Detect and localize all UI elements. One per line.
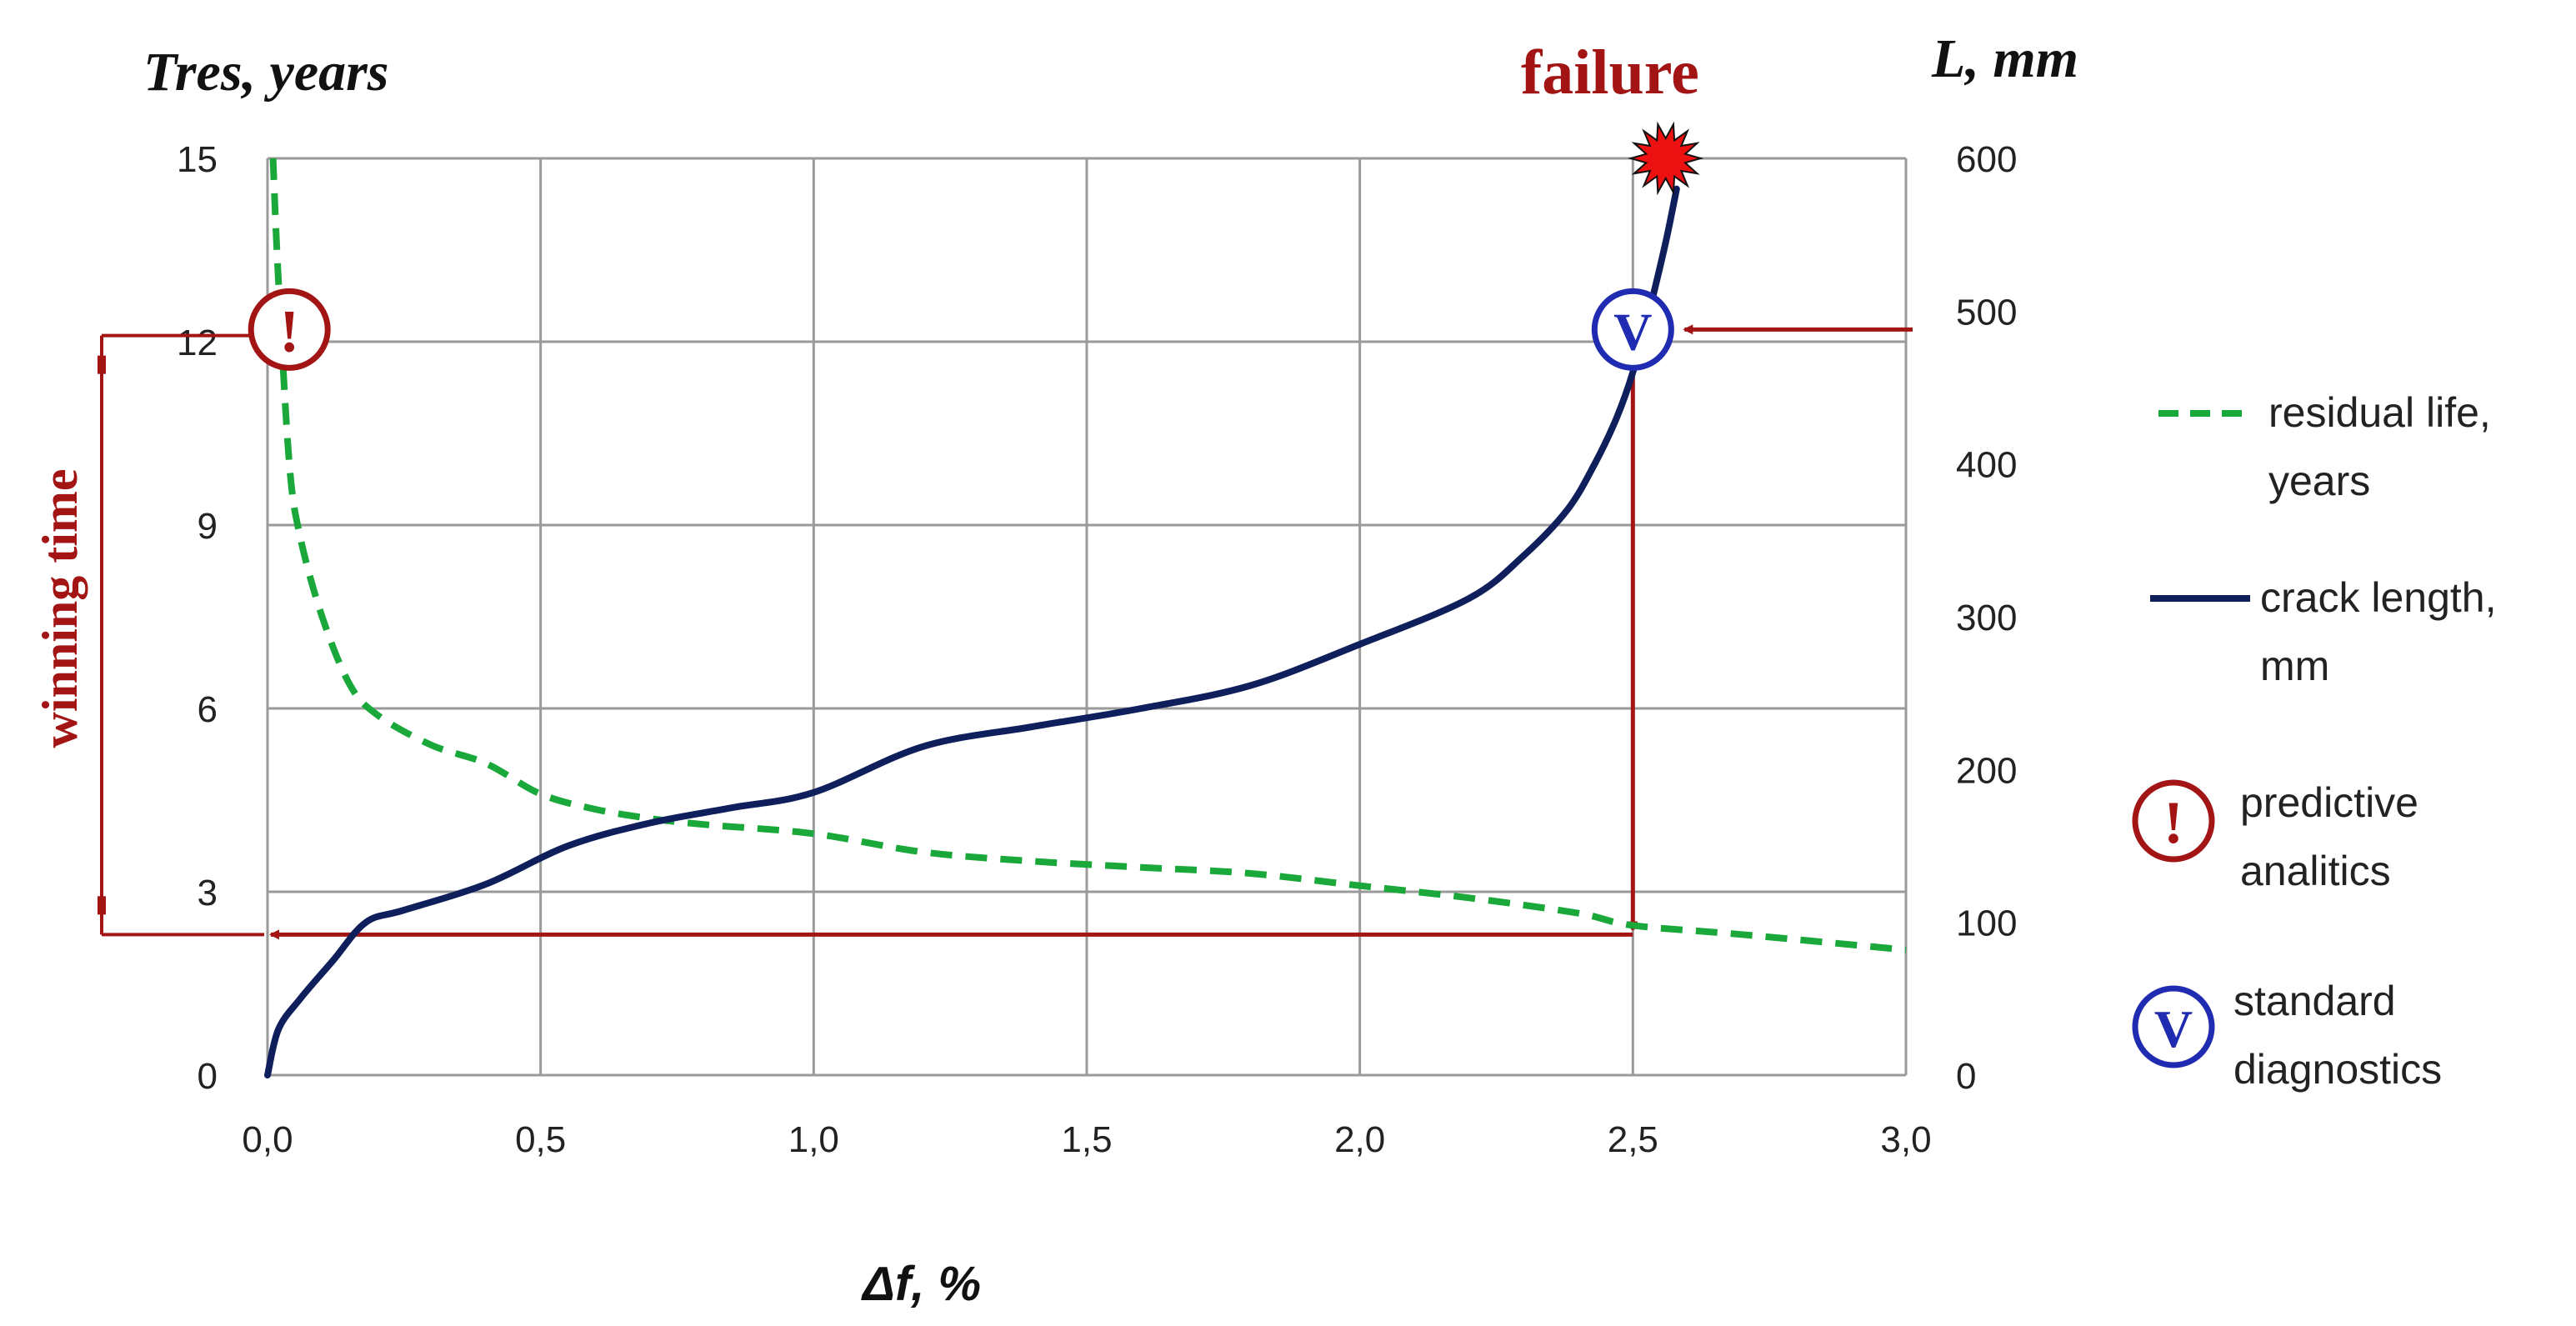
legend-predictive-icon: ! (2132, 779, 2215, 863)
legend-label-residual-line2: years (2268, 458, 2370, 504)
right-tick-labels: 0 100 200 300 400 500 600 (1956, 139, 2017, 1097)
left-tick-label: 12 (177, 323, 218, 363)
annotations (98, 324, 1913, 940)
left-axis-title: Tres, years (143, 42, 389, 103)
x-tick-label: 0,0 (242, 1119, 293, 1160)
left-tick-label: 0 (198, 1056, 218, 1097)
legend-label-standard-line2: diagnostics (2233, 1046, 2442, 1093)
x-tick-label: 2,5 (1608, 1119, 1658, 1160)
winning-time-cap-bottom (98, 896, 106, 915)
standard-marker-glyph: V (1613, 302, 1652, 361)
x-tick-label: 1,0 (788, 1119, 839, 1160)
predictive-marker-glyph: ! (279, 298, 299, 364)
right-tick-label: 600 (1956, 139, 2017, 180)
x-tick-label: 1,5 (1061, 1119, 1112, 1160)
left-tick-label: 9 (198, 506, 218, 547)
left-tick-label: 3 (198, 873, 218, 913)
predictive-marker-ring (248, 288, 331, 371)
x-tick-label: 3,0 (1880, 1119, 1931, 1160)
legend-label-predictive-line2: analitics (2240, 848, 2391, 894)
series-crack-length-line (264, 185, 1680, 1078)
left-tick-label: 15 (177, 139, 218, 180)
legend-label-crack-line2: mm (2260, 643, 2329, 689)
series (264, 158, 1907, 1078)
predictive-marker: ! (248, 288, 331, 371)
left-tick-labels: 0 3 6 9 12 15 (177, 139, 218, 1097)
winning-time-label: winning time (33, 468, 88, 748)
legend-standard-glyph: V (2154, 999, 2193, 1058)
right-axis-title: L, mm (1931, 28, 2078, 89)
x-tick-label: 0,5 (515, 1119, 566, 1160)
failure-label: failure (1521, 38, 1699, 108)
legend-label-predictive-line1: predictive (2240, 779, 2418, 826)
failure-burst-icon (1628, 121, 1704, 196)
series-residual-life-line (269, 158, 1907, 953)
standard-marker: V (1591, 288, 1674, 371)
right-tick-label: 200 (1956, 750, 2017, 791)
legend: residual life, years crack length, mm ! … (2132, 389, 2496, 1093)
x-tick-labels: 0,0 0,5 1,0 1,5 2,0 2,5 3,0 (242, 1119, 1931, 1160)
left-tick-label: 6 (198, 689, 218, 730)
markers: ! V (248, 121, 1704, 371)
legend-standard-icon: V (2132, 985, 2215, 1068)
right-tick-label: 400 (1956, 445, 2017, 486)
x-tick-label: 2,0 (1334, 1119, 1385, 1160)
legend-label-residual-line1: residual life, (2268, 389, 2491, 436)
standard-marker-ring (1591, 288, 1674, 371)
right-tick-label: 100 (1956, 903, 2017, 944)
right-tick-label: 300 (1956, 598, 2017, 638)
legend-label-standard-line1: standard (2233, 978, 2396, 1024)
x-axis-title: Δf, % (861, 1257, 981, 1311)
right-tick-label: 500 (1956, 292, 2017, 333)
grid (266, 157, 1908, 1077)
right-tick-label: 0 (1956, 1056, 1976, 1097)
legend-label-crack-line1: crack length, (2260, 574, 2496, 621)
winning-time-cap-top (98, 355, 106, 374)
legend-predictive-glyph: ! (2163, 789, 2183, 856)
